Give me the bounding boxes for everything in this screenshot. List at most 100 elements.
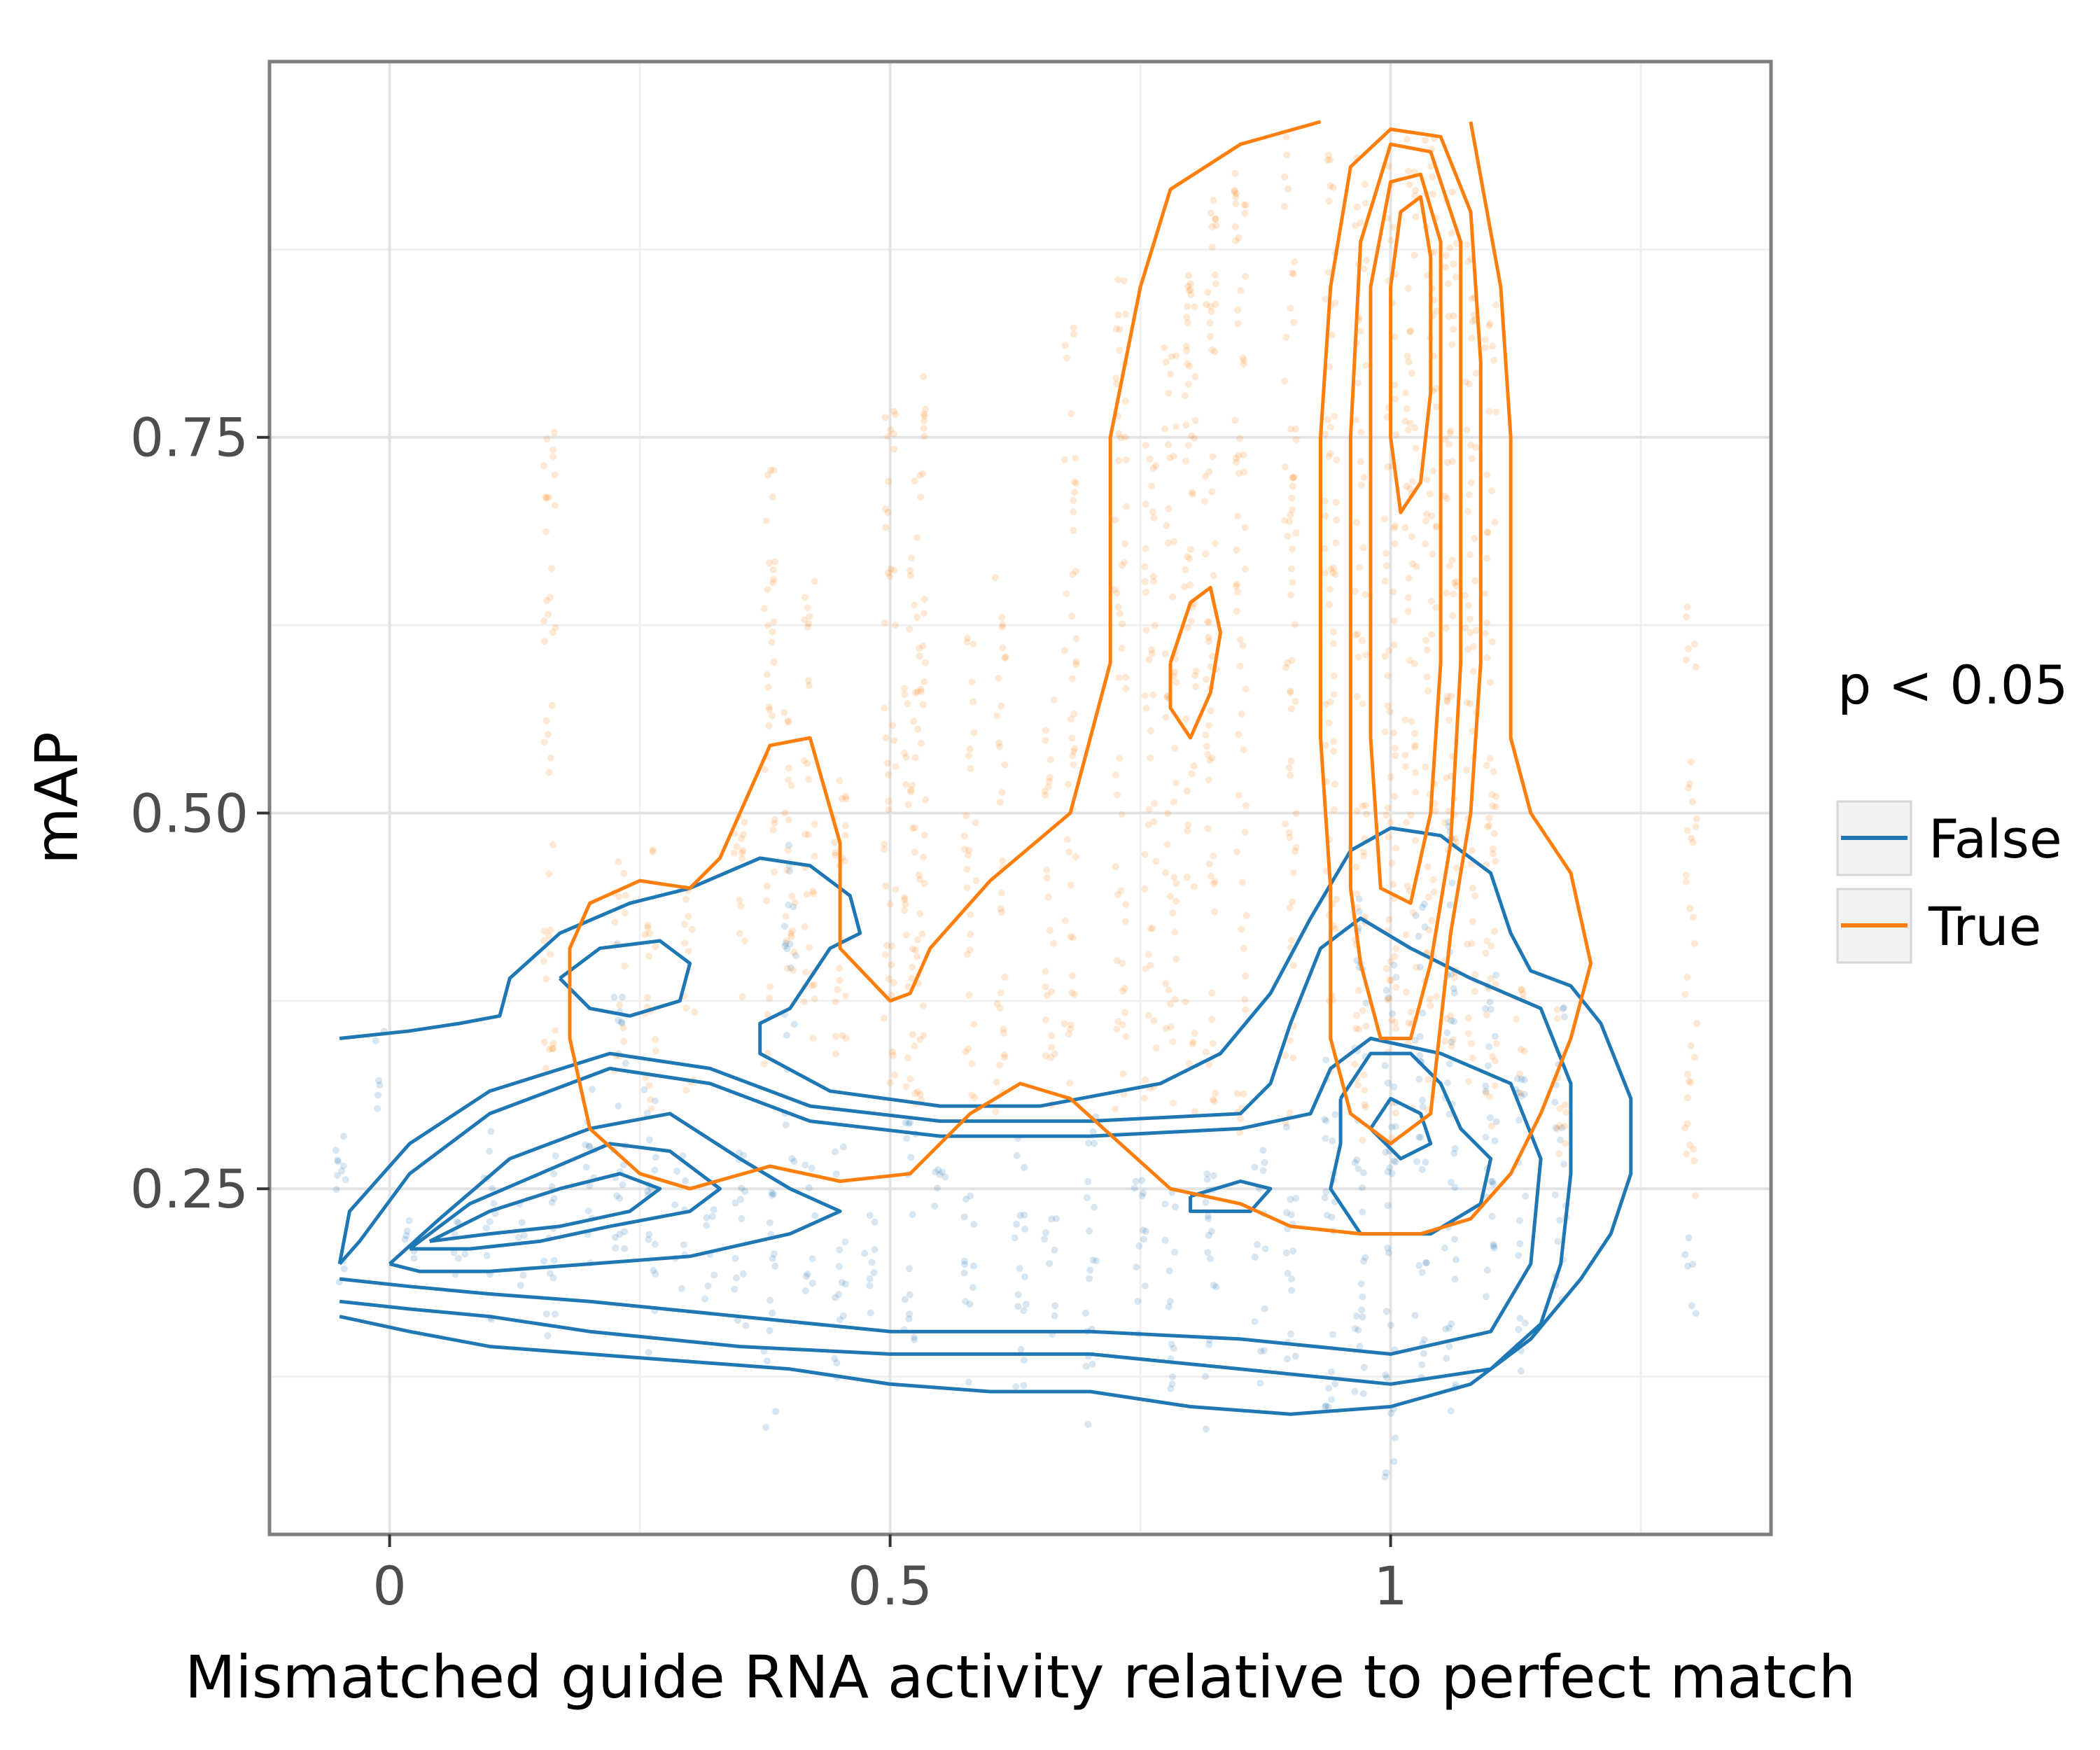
data-point [1123, 503, 1130, 510]
data-point [1682, 656, 1690, 664]
data-point [861, 1250, 868, 1257]
data-point [1141, 1094, 1148, 1102]
data-point [1326, 363, 1334, 370]
data-point [1450, 1149, 1458, 1157]
data-point [913, 953, 920, 960]
data-point [805, 776, 813, 783]
data-point [1443, 589, 1450, 597]
data-point [1070, 496, 1077, 504]
data-point [1232, 200, 1240, 207]
data-point [1209, 453, 1217, 461]
data-point [1326, 156, 1334, 164]
data-point [1281, 517, 1289, 524]
data-point [1240, 451, 1247, 458]
data-point [1020, 1357, 1028, 1364]
data-point [904, 700, 911, 708]
data-point [1450, 590, 1457, 598]
data-point [783, 1032, 790, 1039]
data-point [1042, 1228, 1050, 1236]
data-point [1562, 1109, 1570, 1116]
data-point [1138, 1177, 1146, 1184]
contour-true [1319, 127, 1483, 1146]
data-point [1469, 318, 1476, 326]
data-point [618, 1019, 626, 1027]
data-point [1387, 958, 1394, 965]
data-point [1133, 1264, 1140, 1271]
data-point [1172, 879, 1180, 887]
data-point [1072, 454, 1079, 462]
data-point [1208, 872, 1215, 880]
data-point [1448, 970, 1455, 978]
data-point [405, 1217, 413, 1224]
data-point [1170, 874, 1178, 881]
data-point [1351, 1325, 1359, 1333]
data-point [1354, 653, 1362, 661]
data-point [805, 1184, 813, 1191]
data-point [884, 569, 892, 577]
data-point [1432, 522, 1440, 530]
data-point [1357, 428, 1365, 436]
data-point [871, 1218, 878, 1226]
data-point [1166, 1298, 1174, 1306]
data-point [1187, 617, 1195, 625]
data-point [1413, 1158, 1421, 1166]
data-point [1149, 508, 1156, 516]
data-point [1231, 416, 1239, 424]
data-point [1408, 370, 1416, 377]
data-point [766, 1326, 774, 1334]
data-point [1561, 1101, 1569, 1109]
data-point [545, 932, 552, 939]
data-point [1061, 342, 1069, 349]
data-point [1354, 1082, 1362, 1089]
data-point [1287, 1211, 1295, 1219]
data-point [549, 701, 556, 709]
data-point [785, 776, 792, 784]
contour-false [388, 1112, 842, 1273]
data-point [785, 816, 792, 824]
data-point [1070, 526, 1077, 534]
x-tick-label: 0.5 [848, 1555, 932, 1617]
data-point [1292, 1352, 1299, 1360]
data-point [805, 682, 813, 690]
data-point [1016, 1265, 1023, 1273]
data-point [1210, 1282, 1217, 1289]
data-point [1430, 888, 1438, 896]
data-point [768, 638, 776, 646]
data-point [906, 567, 913, 575]
data-point [766, 983, 774, 990]
data-point [1409, 560, 1417, 568]
data-point [1384, 1202, 1392, 1210]
data-point [1466, 551, 1474, 559]
data-point [651, 1097, 659, 1105]
data-point [1391, 381, 1399, 388]
data-point [1446, 716, 1453, 724]
data-point [1351, 587, 1359, 595]
data-point [1690, 1145, 1698, 1153]
data-point [1233, 588, 1241, 596]
data-point [920, 410, 927, 418]
data-point [911, 477, 918, 485]
data-point [769, 566, 777, 573]
data-point [546, 1270, 554, 1277]
data-point [1359, 1208, 1366, 1216]
data-point [804, 623, 812, 631]
data-point [334, 1156, 342, 1164]
data-point [542, 717, 550, 724]
data-point [640, 1086, 648, 1093]
data-point [1522, 1192, 1530, 1200]
data-point [1086, 1266, 1094, 1274]
data-point [1112, 374, 1120, 382]
data-point [1151, 799, 1158, 807]
data-point [1392, 983, 1400, 991]
data-point [1237, 287, 1245, 295]
data-point [1429, 876, 1437, 883]
data-point [542, 975, 550, 983]
data-point [1112, 863, 1119, 870]
data-point [888, 961, 895, 969]
data-point [889, 1051, 897, 1059]
data-point [1488, 1122, 1495, 1130]
data-point [1520, 1091, 1528, 1098]
data-point [1212, 280, 1220, 288]
data-point [1289, 578, 1296, 586]
data-point [1381, 1473, 1389, 1480]
